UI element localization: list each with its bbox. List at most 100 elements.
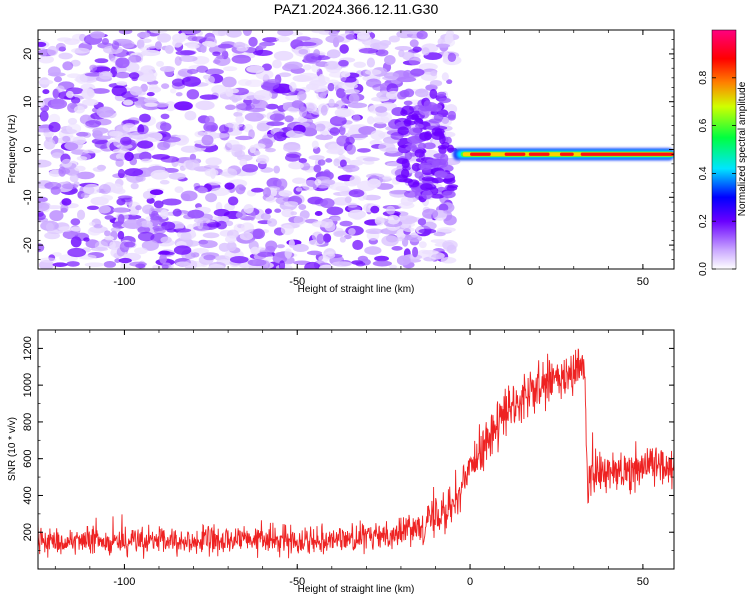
spectrogram-noise-blob	[284, 115, 294, 123]
spectrogram-noise-blob	[159, 65, 176, 72]
spectrogram-noise-blob	[92, 127, 109, 134]
spectrogram-noise-blob	[53, 76, 63, 83]
spectrogram-noise-blob	[52, 262, 68, 267]
colorbar-frame	[711, 29, 737, 270]
spectrogram-noise-blob	[235, 115, 245, 124]
spectrogram-noise-blob	[365, 228, 384, 235]
snr-y-label: SNR (10 * v/v)	[7, 417, 18, 481]
spectrogram-noise-blob	[93, 223, 103, 229]
spectrogram-noise-blob	[161, 198, 182, 206]
snr-x-tick-label: 50	[637, 576, 649, 588]
spectrogram-noise-blob	[356, 31, 371, 40]
snr-y-tick-label: 1200	[22, 336, 34, 360]
spectrogram-noise-blob	[325, 35, 345, 44]
spectrogram-noise-blob	[332, 197, 351, 206]
spectrogram-noise-blob	[205, 193, 218, 203]
spectrogram-noise-blob	[112, 148, 130, 154]
spectrogram-noise-blob	[352, 114, 361, 122]
spectrogram-noise-blob	[128, 55, 142, 63]
spectrogram-noise-blob	[298, 157, 308, 164]
spectrogram-noise-blob	[117, 230, 125, 240]
spectrogram-noise-blob	[196, 218, 204, 230]
spectrogram-noise-blob	[173, 228, 192, 233]
spectrogram-noise-blob	[240, 222, 255, 233]
spectrogram-noise-blob	[442, 51, 450, 63]
spectrogram-noise-blob	[114, 258, 121, 263]
spectrogram-noise-blob	[441, 72, 449, 81]
spectrogram-noise-blob	[295, 77, 314, 82]
spectrogram-noise-blob	[396, 237, 405, 242]
spectrogram-noise-blob	[422, 208, 439, 219]
signal-band-core	[528, 152, 550, 156]
spectrogram-noise-blob	[260, 212, 271, 221]
spectrogram-noise-blob	[231, 97, 239, 103]
spectrogram-noise-blob	[94, 240, 109, 251]
spectrogram-noise-blob	[92, 166, 105, 172]
spectrogram-noise-blob	[211, 84, 228, 95]
spectrogram-noise-blob	[375, 106, 388, 113]
spectrogram-noise-blob	[137, 31, 151, 39]
spectrogram-signal-band	[452, 148, 674, 161]
spectrogram-noise-blob	[173, 245, 192, 255]
spectrogram-noise-blob	[119, 241, 130, 253]
spectrogram-noise-blob	[262, 37, 279, 43]
spectrogram-noise-blob	[131, 153, 148, 160]
spectrogram-noise-blob	[415, 117, 423, 123]
snr-x-axis: -100 -50 0 50	[54, 330, 649, 588]
spectrogram-noise-blob	[396, 76, 417, 83]
spectrogram-noise-blob	[174, 186, 184, 193]
spectrogram-noise-blob	[431, 127, 443, 136]
spectrogram-noise-blob	[278, 72, 292, 78]
spectrogram-noise-blob	[70, 236, 82, 248]
spectrogram-noise-blob	[394, 45, 412, 51]
spectrogram-noise-blob	[248, 129, 255, 140]
snr-x-tick-label: -100	[113, 576, 135, 588]
spectrogram-noise-blob	[158, 250, 171, 255]
spectrogram-noise-blob	[52, 252, 62, 257]
snr-y-axis: 200 400 600 800 1000 1200	[22, 329, 674, 551]
spectrogram-noise-blob	[120, 261, 131, 269]
spectrogram-noise-blob	[137, 225, 151, 234]
spectrogram-noise-blob	[295, 187, 303, 192]
signal-band-core	[470, 152, 491, 156]
spectrogram-noise-blob	[251, 187, 264, 193]
spectrogram-x-label: Height of straight line (km)	[298, 284, 415, 295]
spectrogram-noise-blob	[353, 61, 366, 68]
spectrogram-noise-blob	[257, 251, 273, 258]
spectrogram-noise-blob	[246, 65, 265, 73]
spectrogram-noise-blob	[328, 98, 335, 107]
spectrogram-noise-blob	[408, 56, 421, 66]
spectrogram-noise-blob	[322, 233, 332, 243]
spectrogram-noise-blob	[152, 264, 161, 269]
spectrogram-noise-blob	[318, 264, 334, 269]
spectrogram-noise-blob	[48, 121, 61, 133]
spectrogram-noise-blob	[443, 177, 456, 185]
spectrogram-noise-blob	[180, 190, 198, 202]
spectrogram-noise-blob	[261, 63, 272, 71]
spectrogram-noise-blob	[333, 158, 341, 167]
spectrogram-noise-blob	[426, 158, 440, 164]
spectrogram-noise-blob	[235, 211, 247, 219]
spectrogram-noise-blob	[62, 135, 71, 142]
spectrogram-noise-blob	[285, 94, 300, 101]
spectrogram-noise-blob	[284, 153, 301, 162]
spectrogram-noise-blob	[388, 35, 401, 43]
spectrogram-noise-blob	[256, 154, 270, 165]
spectrogram-noise-blob	[44, 181, 62, 190]
spectrogram-noise-blob	[277, 30, 294, 37]
spectrogram-noise-blob	[200, 45, 207, 53]
spectrogram-noise-blob	[436, 43, 450, 48]
spectrogram-noise-blob	[289, 81, 297, 92]
spectrogram-y-tick-label: 10	[22, 96, 34, 108]
spectrogram-noise-blob	[141, 204, 155, 215]
spectrogram-noise-blob	[243, 204, 254, 214]
spectrogram-noise-blob	[58, 226, 74, 232]
spectrogram-noise-blob	[447, 52, 457, 63]
spectrogram-noise-blob	[357, 148, 371, 153]
spectrogram-x-axis: -100 -50 0 50	[54, 30, 649, 288]
spectrogram-noise-blob	[56, 85, 65, 93]
spectrogram-noise-blob	[366, 57, 376, 68]
spectrogram-noise-blob	[213, 208, 230, 217]
spectrogram-noise-blob	[77, 209, 86, 221]
spectrogram-noise-blob	[224, 122, 244, 129]
